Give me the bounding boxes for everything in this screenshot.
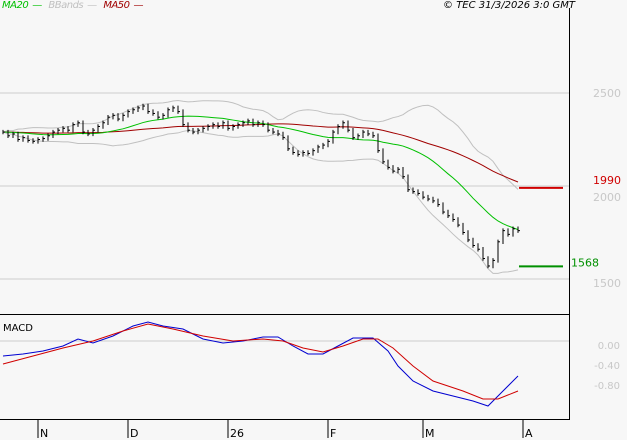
ma20-line xyxy=(2,115,519,231)
level-label: 1568 xyxy=(571,256,599,269)
macd-tick-label: -0.80 xyxy=(594,381,620,392)
bband-lower-line xyxy=(2,129,519,274)
price-tick-label: 1500 xyxy=(593,277,621,290)
copyright: © TEC 31/3/2026 3:0 GMT xyxy=(443,0,575,11)
x-tick-label: 26 xyxy=(230,427,244,440)
level-label: 1990 xyxy=(593,174,621,187)
legend-bbands-swatch: — xyxy=(87,0,97,11)
legend-ma50-swatch: — xyxy=(133,0,144,11)
price-tick-label: 2000 xyxy=(593,191,621,204)
x-tick-label: N xyxy=(40,427,48,440)
legend: MA20— BBands — MA50— xyxy=(2,0,147,11)
x-tick-label: A xyxy=(525,427,533,440)
legend-ma20: MA20 xyxy=(2,0,29,11)
macd-title: MACD xyxy=(3,323,33,334)
legend-ma50: MA50 xyxy=(103,0,130,11)
ma50-line xyxy=(2,123,519,183)
macd-line xyxy=(2,321,519,407)
signal-line xyxy=(2,323,519,400)
bband-upper-line xyxy=(2,100,519,190)
macd-tick-label: -0.40 xyxy=(594,361,620,372)
x-tick-label: M xyxy=(425,427,435,440)
x-tick-label: F xyxy=(330,427,336,440)
legend-bbands: BBands xyxy=(48,0,84,11)
price-tick-label: 2500 xyxy=(593,87,621,100)
legend-ma20-swatch: — xyxy=(32,0,42,11)
macd-tick-label: 0.00 xyxy=(598,341,620,352)
x-tick-label: D xyxy=(130,427,138,440)
